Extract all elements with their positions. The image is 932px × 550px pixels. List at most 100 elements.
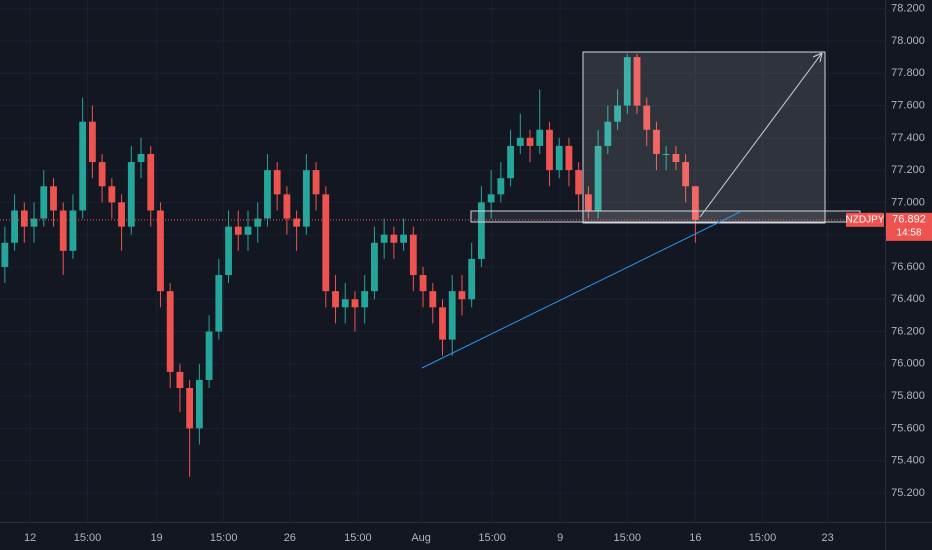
x-tick-label: Aug [411, 532, 431, 544]
candle-body [215, 275, 223, 332]
candle-body [448, 291, 456, 340]
candle-body [205, 331, 213, 380]
x-tick-label: 16 [689, 532, 701, 544]
candle-body [108, 186, 116, 203]
candle-body [429, 291, 437, 308]
candle-body [691, 186, 699, 220]
candle-body [50, 186, 57, 211]
x-tick-label: 26 [284, 532, 296, 544]
candle-body [264, 170, 271, 219]
candle-body [59, 210, 67, 251]
candle-body [273, 170, 281, 195]
y-tick-label: 75.200 [891, 487, 925, 499]
grid [0, 0, 885, 522]
candle-body [584, 194, 592, 211]
arrow-line[interactable] [699, 52, 823, 218]
candle-body [312, 170, 320, 195]
candle-body [69, 210, 77, 251]
x-tick-label: 15:00 [478, 532, 506, 544]
candle-body [623, 57, 631, 106]
candle-body [157, 210, 164, 292]
candle-body [468, 258, 476, 300]
drawings [421, 51, 861, 369]
candle-body [98, 162, 106, 187]
x-tick-label: 15:00 [210, 532, 238, 544]
candle-body [244, 226, 252, 235]
x-tick-label: 15:00 [74, 532, 102, 544]
y-tick-label: 76.400 [891, 293, 925, 305]
candle-body [497, 178, 505, 195]
candle-body [487, 194, 495, 203]
candle-body [322, 194, 330, 292]
candle-body [672, 153, 680, 163]
candle-body [400, 234, 408, 243]
candle-body [409, 234, 417, 276]
symbol-label: NZDJPY [846, 214, 885, 225]
candle-body [682, 162, 690, 187]
y-tick-label: 76.200 [891, 325, 925, 337]
candle-body [594, 145, 602, 211]
candle-body [137, 153, 145, 163]
y-tick-label: 75.400 [891, 455, 925, 467]
candle-body [176, 371, 184, 389]
x-tick-label: 9 [557, 532, 563, 544]
candle-body [380, 234, 388, 243]
candle-body [477, 202, 485, 259]
candle-body [614, 105, 621, 122]
candle-body [30, 218, 38, 227]
y-tick-label: 78.200 [891, 3, 925, 15]
candle-body [11, 210, 18, 243]
last-price-label: 76.892 [892, 214, 926, 226]
candle-body [604, 121, 612, 146]
candles [1, 53, 699, 477]
candle-body [643, 105, 651, 130]
candle-body [195, 379, 203, 429]
candle-body [88, 121, 96, 163]
candle-body [127, 162, 135, 227]
candle-body [20, 210, 28, 227]
y-tick-label: 75.600 [891, 422, 925, 434]
range-box[interactable] [582, 51, 826, 224]
candle-body [536, 129, 544, 146]
x-tick-label: 15:00 [344, 532, 372, 544]
candle-body [351, 299, 359, 308]
candle-body [565, 145, 573, 171]
symbol-tag [846, 212, 884, 227]
candle-body [526, 137, 534, 146]
candle-body [293, 218, 301, 227]
candle-body [186, 388, 194, 429]
candle-body [390, 234, 398, 243]
candle-body [371, 242, 378, 292]
candle-body [507, 145, 514, 179]
y-tick-label: 78.000 [891, 35, 925, 47]
candle-body [166, 291, 174, 372]
candle-body [254, 218, 262, 227]
candle-body [1, 242, 9, 267]
arrow-head [812, 52, 823, 63]
y-tick-label: 77.000 [891, 196, 925, 208]
candle-body [283, 194, 291, 219]
candle-body [40, 186, 48, 219]
y-tick-label: 76.000 [891, 358, 925, 370]
candle-body [341, 299, 349, 308]
support-zone[interactable] [470, 210, 861, 223]
candle-body [439, 307, 446, 340]
candle-body [147, 153, 155, 211]
trend-line[interactable] [421, 211, 741, 369]
candle-body [79, 121, 87, 211]
price-tag [886, 212, 932, 241]
candle-body [419, 275, 427, 292]
candle-body [332, 291, 339, 308]
x-tick-label: 23 [821, 532, 833, 544]
x-tick-label: 19 [150, 532, 162, 544]
x-tick-label: 12 [24, 532, 36, 544]
y-tick-label: 77.600 [891, 99, 925, 111]
candle-body [118, 202, 125, 227]
candle-body [633, 57, 641, 106]
candle-body [234, 226, 242, 235]
candle-body [555, 145, 563, 171]
y-tick-label: 76.600 [891, 261, 925, 273]
y-tick-label: 77.800 [891, 67, 925, 79]
y-tick-label: 75.800 [891, 390, 925, 402]
